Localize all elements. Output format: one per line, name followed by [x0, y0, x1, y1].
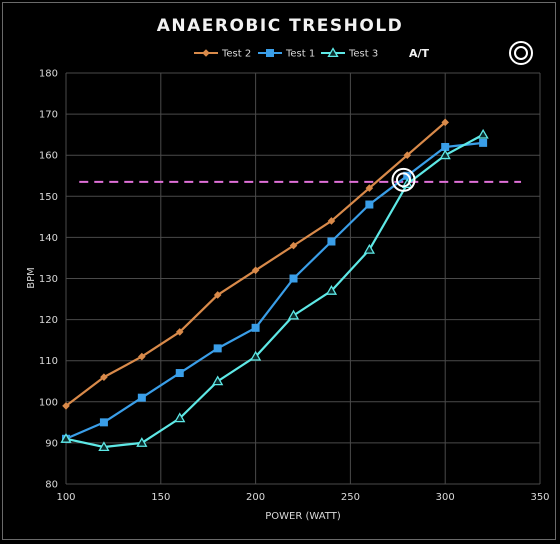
diamond-marker [62, 402, 70, 410]
diamond-marker [202, 49, 210, 57]
y-tick-label: 130 [39, 274, 58, 285]
threshold-point-marker [391, 167, 416, 192]
diamond-marker [403, 151, 412, 159]
x-tick-label: 300 [436, 492, 455, 503]
triangle-marker [325, 285, 338, 295]
diamond-marker [441, 118, 449, 127]
square-marker [266, 49, 274, 57]
legend-item: Test 1 [258, 49, 315, 60]
x-tick-label: 250 [341, 492, 360, 503]
legend-item: Test 3 [321, 47, 378, 60]
triangle-marker [477, 128, 489, 139]
y-tick-label: 180 [39, 69, 58, 80]
square-marker [327, 237, 336, 246]
diamond-marker [100, 373, 108, 381]
inner-ring [514, 46, 528, 60]
triangle-marker [363, 243, 375, 254]
legend-label: Test 3 [348, 49, 378, 60]
square-marker [289, 274, 298, 283]
square-marker [441, 142, 450, 151]
y-tick-label: 110 [39, 356, 58, 367]
triangle-marker [60, 432, 72, 443]
triangle-marker [136, 437, 148, 447]
square-marker [99, 418, 108, 427]
series-test-2 [62, 118, 449, 410]
triangle-marker [439, 149, 451, 160]
legend-item: A/T [409, 47, 430, 60]
diamond-marker [213, 291, 222, 299]
outer-ring [391, 167, 416, 192]
chart-title: ANAEROBIC TRESHOLD [157, 16, 404, 36]
triangle-marker [98, 441, 110, 452]
diamond-marker [289, 241, 298, 250]
y-tick-label: 120 [39, 315, 58, 326]
y-tick-label: 150 [39, 192, 58, 203]
y-tick-label: 160 [39, 151, 58, 162]
legend-label: Test 1 [285, 49, 315, 60]
x-tick-label: 200 [246, 492, 265, 503]
chart-frame [2, 2, 556, 540]
triangle-marker [327, 47, 339, 58]
square-marker [137, 393, 146, 402]
x-tick-label: 150 [151, 492, 170, 503]
triangle-marker [249, 350, 262, 361]
y-tick-label: 170 [39, 110, 58, 121]
axes: 80 90 100 110 120 130 140 150 160 170 180 100 150 200… [39, 69, 550, 504]
inner-ring [395, 172, 411, 188]
y-tick-label: 140 [39, 233, 58, 244]
x-tick-label: 350 [530, 492, 549, 503]
series-test-1 [62, 138, 488, 443]
series-test-3 [60, 128, 489, 452]
square-marker [251, 323, 260, 332]
series-line [65, 141, 484, 440]
series-layer [60, 118, 489, 452]
triangle-marker [212, 375, 224, 386]
diamond-marker [175, 328, 184, 336]
square-marker [365, 200, 374, 209]
square-marker [175, 369, 184, 378]
y-tick-label: 90 [45, 438, 58, 449]
square-marker [213, 344, 222, 353]
diamond-marker [251, 266, 260, 275]
diamond-marker [138, 352, 146, 361]
diamond-marker [327, 217, 336, 225]
legend-label: Test 2 [221, 49, 251, 60]
legend-label: A/T [409, 47, 430, 60]
square-marker [479, 138, 488, 147]
x-axis-title: POWER (WATT) [265, 511, 341, 522]
grid [65, 72, 541, 485]
y-axis-title: BPM [26, 267, 37, 289]
y-tick-label: 80 [45, 480, 58, 491]
triangle-marker [287, 309, 300, 320]
outer-ring [509, 41, 533, 65]
y-tick-label: 100 [39, 397, 58, 408]
legend-item: Test 2 [194, 49, 251, 60]
diamond-marker [365, 184, 374, 192]
legend: Test 2 Test 1 Test 3 A/T [194, 41, 533, 65]
x-tick-label: 100 [56, 492, 75, 503]
triangle-marker [174, 412, 186, 423]
legend-point-icon [509, 41, 533, 65]
